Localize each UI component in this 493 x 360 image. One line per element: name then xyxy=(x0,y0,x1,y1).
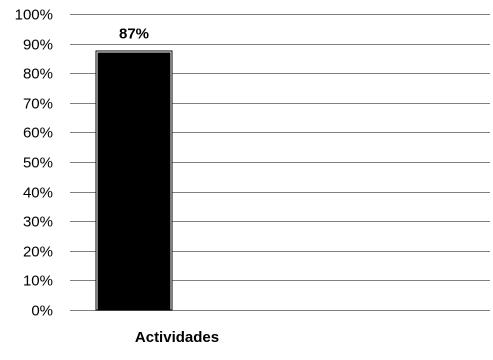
y-tick-label: 100% xyxy=(15,7,53,24)
y-tick-label: 20% xyxy=(23,244,53,261)
x-axis-categories: Actividades xyxy=(135,329,219,346)
y-tick-label: 0% xyxy=(31,303,53,320)
x-category-label: Actividades xyxy=(135,329,219,346)
y-tick-label: 40% xyxy=(23,185,53,202)
y-tick-label: 10% xyxy=(23,273,53,290)
bar-actividades xyxy=(97,52,171,310)
y-tick-label: 70% xyxy=(23,96,53,113)
data-labels: 87% xyxy=(119,25,149,42)
bar-data-label: 87% xyxy=(119,25,149,42)
y-tick-label: 90% xyxy=(23,37,53,54)
y-axis-ticks: 0% 10% 20% 30% 40% 50% 60% 70% 80% 90% 100% xyxy=(15,7,53,320)
bars xyxy=(95,50,173,311)
y-tick-label: 50% xyxy=(23,155,53,172)
y-tick-label: 80% xyxy=(23,66,53,83)
y-tick-label: 60% xyxy=(23,125,53,142)
y-tick-label: 30% xyxy=(23,214,53,231)
